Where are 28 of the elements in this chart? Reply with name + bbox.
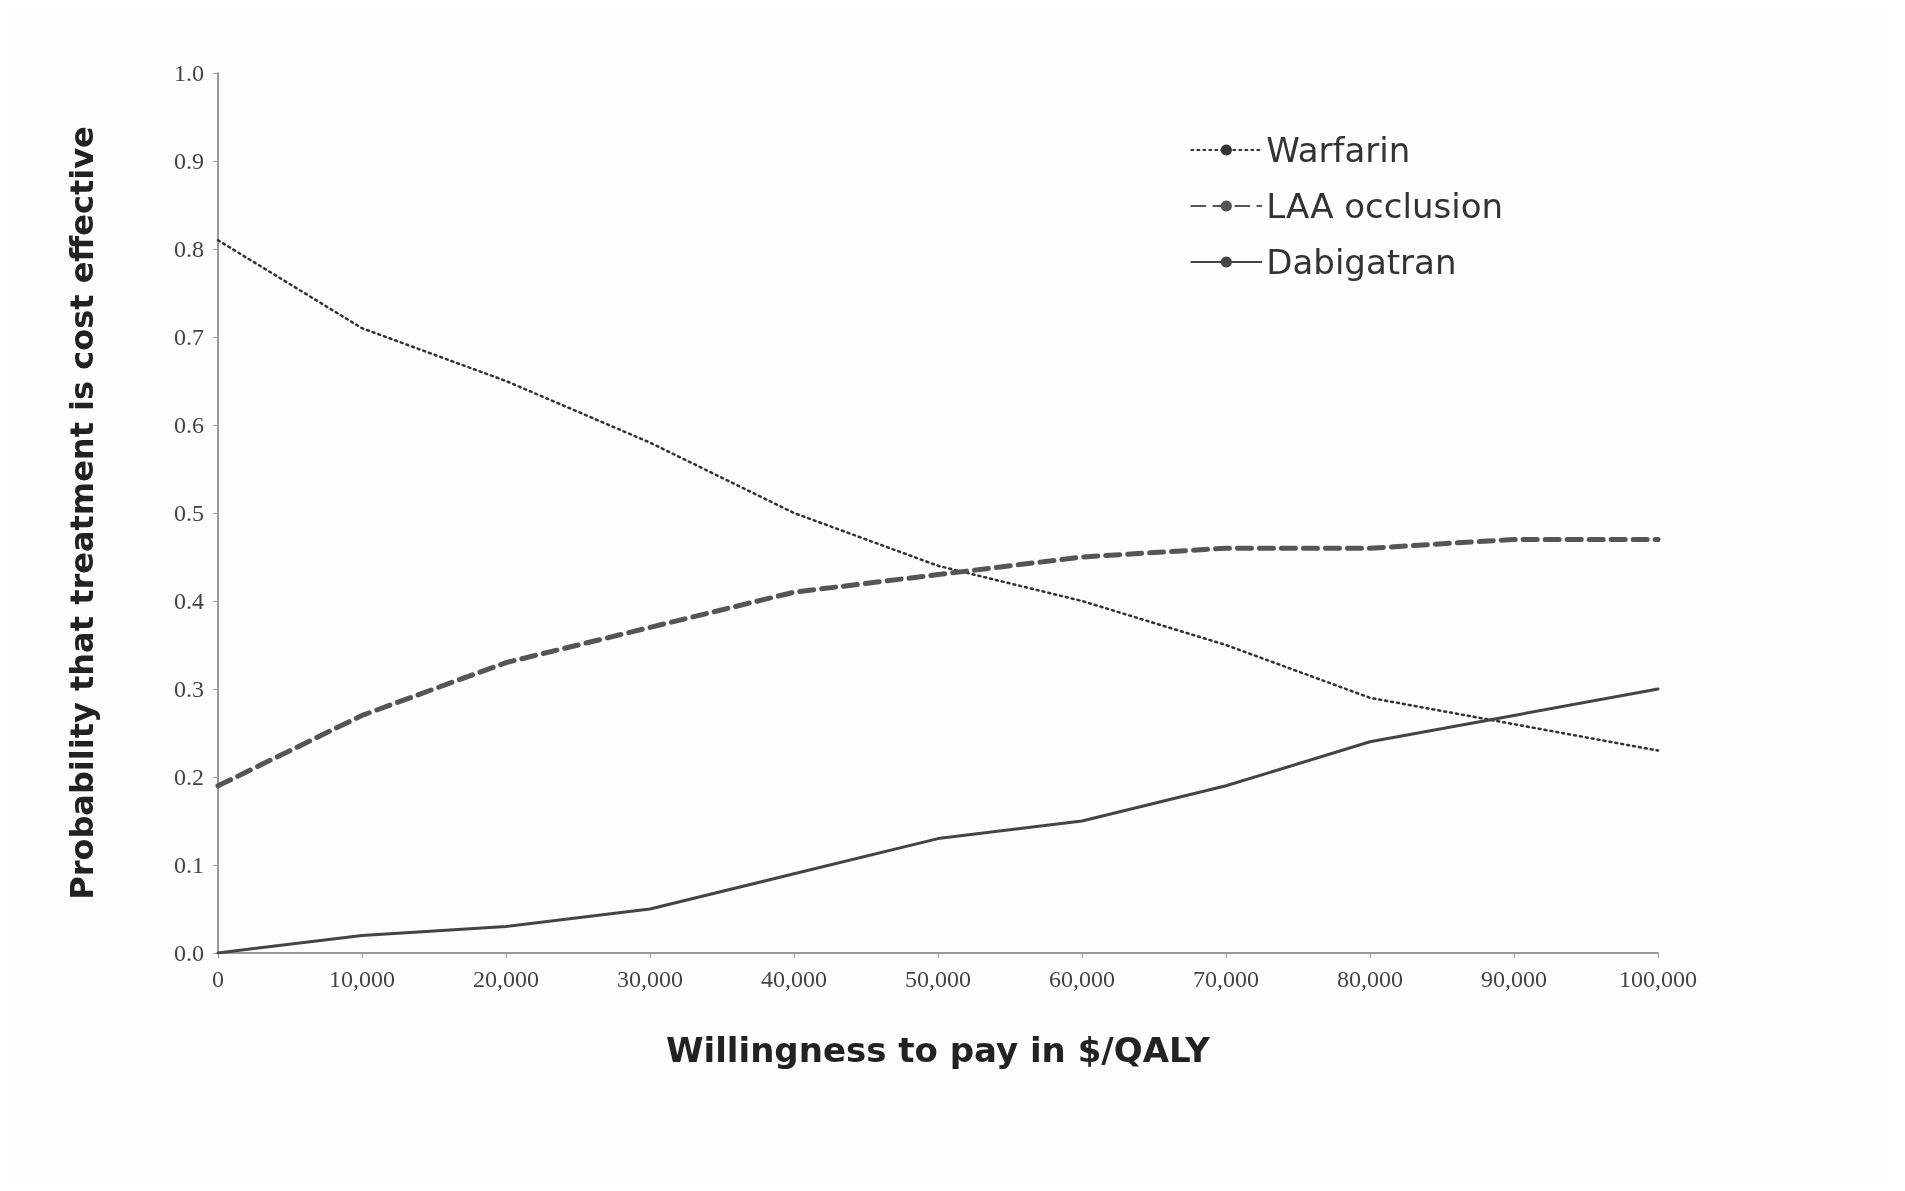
legend-label: Warfarin (1266, 130, 1411, 170)
line-series (216, 238, 1660, 752)
x-tick-label: 80,000 (1337, 966, 1403, 992)
y-tick-label: 0.6 (174, 412, 204, 438)
y-tick-label: 0.5 (174, 500, 204, 526)
legend-label: Dabigatran (1266, 242, 1457, 282)
x-tick-label: 70,000 (1193, 966, 1259, 992)
x-tick-label: 60,000 (1049, 966, 1115, 992)
y-tick-label: 0.2 (174, 764, 204, 790)
x-tick-label: 10,000 (329, 966, 395, 992)
y-tick-label: 0.1 (174, 852, 204, 878)
x-tick-label: 20,000 (473, 966, 539, 992)
y-tick-label: 0.4 (174, 588, 204, 614)
x-tick-label: 50,000 (905, 966, 971, 992)
x-axis-title: Willingness to pay in $/QALY (666, 1030, 1211, 1070)
legend-label: LAA occlusion (1266, 186, 1504, 226)
x-tick-label: 30,000 (617, 966, 683, 992)
y-tick-label: 0.7 (174, 324, 204, 350)
y-tick-label: 0.3 (174, 676, 204, 702)
y-tick-label: 0.8 (174, 236, 204, 262)
x-tick-label: 90,000 (1481, 966, 1547, 992)
y-tick-label: 1.0 (174, 60, 204, 86)
y-tick-label: 0.9 (174, 148, 204, 174)
x-tick-label: 0 (212, 966, 224, 992)
x-tick-label: 40,000 (761, 966, 827, 992)
x-tick-label: 100,000 (1619, 966, 1697, 992)
y-axis-title: Probability that treatment is cost effective (63, 126, 101, 900)
y-tick-label: 0.0 (174, 940, 204, 966)
